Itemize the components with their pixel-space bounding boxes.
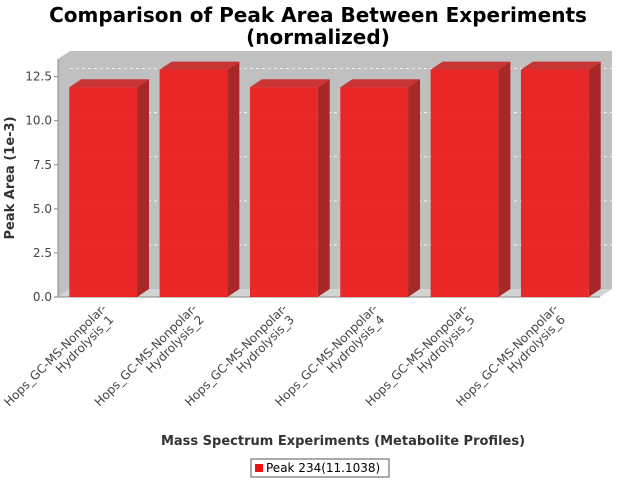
y-tick-label: 7.5 [33, 158, 52, 172]
x-axis-label: Mass Spectrum Experiments (Metabolite Pr… [161, 434, 525, 449]
y-tick-label: 5.0 [33, 202, 52, 216]
bar-side [588, 61, 601, 298]
bar [520, 69, 589, 297]
bar-top [340, 79, 421, 88]
bar-side [137, 79, 150, 298]
bar [69, 87, 138, 298]
bar-top [520, 61, 601, 70]
bar [159, 69, 228, 297]
chart-title-line-2: (normalized) [246, 25, 390, 49]
bar-side [408, 79, 421, 298]
bar-side [317, 79, 330, 298]
bar-top [249, 79, 330, 88]
bar-side [498, 61, 511, 298]
bar-top [159, 61, 240, 70]
bar [249, 87, 318, 298]
bar-top [69, 79, 150, 88]
legend-entry: Peak 234(11.1038) [266, 461, 380, 475]
bar [430, 69, 499, 297]
bar-top [430, 61, 511, 70]
chart-title-line-1: Comparison of Peak Area Between Experime… [49, 3, 587, 27]
y-tick-label: 0.0 [33, 290, 52, 304]
legend-box [250, 458, 390, 478]
plot-area: 0.02.55.07.510.012.5Hops_GC-MS-Nonpolar-… [1, 51, 612, 409]
y-tick-label: 10.0 [25, 114, 52, 128]
legend-swatch [255, 464, 263, 472]
bar [340, 87, 409, 298]
bar-side [227, 61, 240, 298]
y-tick-label: 12.5 [25, 70, 52, 84]
legend: Peak 234(11.1038) [250, 458, 390, 478]
y-tick-label: 2.5 [33, 246, 52, 260]
y-axis-label: Peak Area (1e-3) [3, 116, 18, 239]
